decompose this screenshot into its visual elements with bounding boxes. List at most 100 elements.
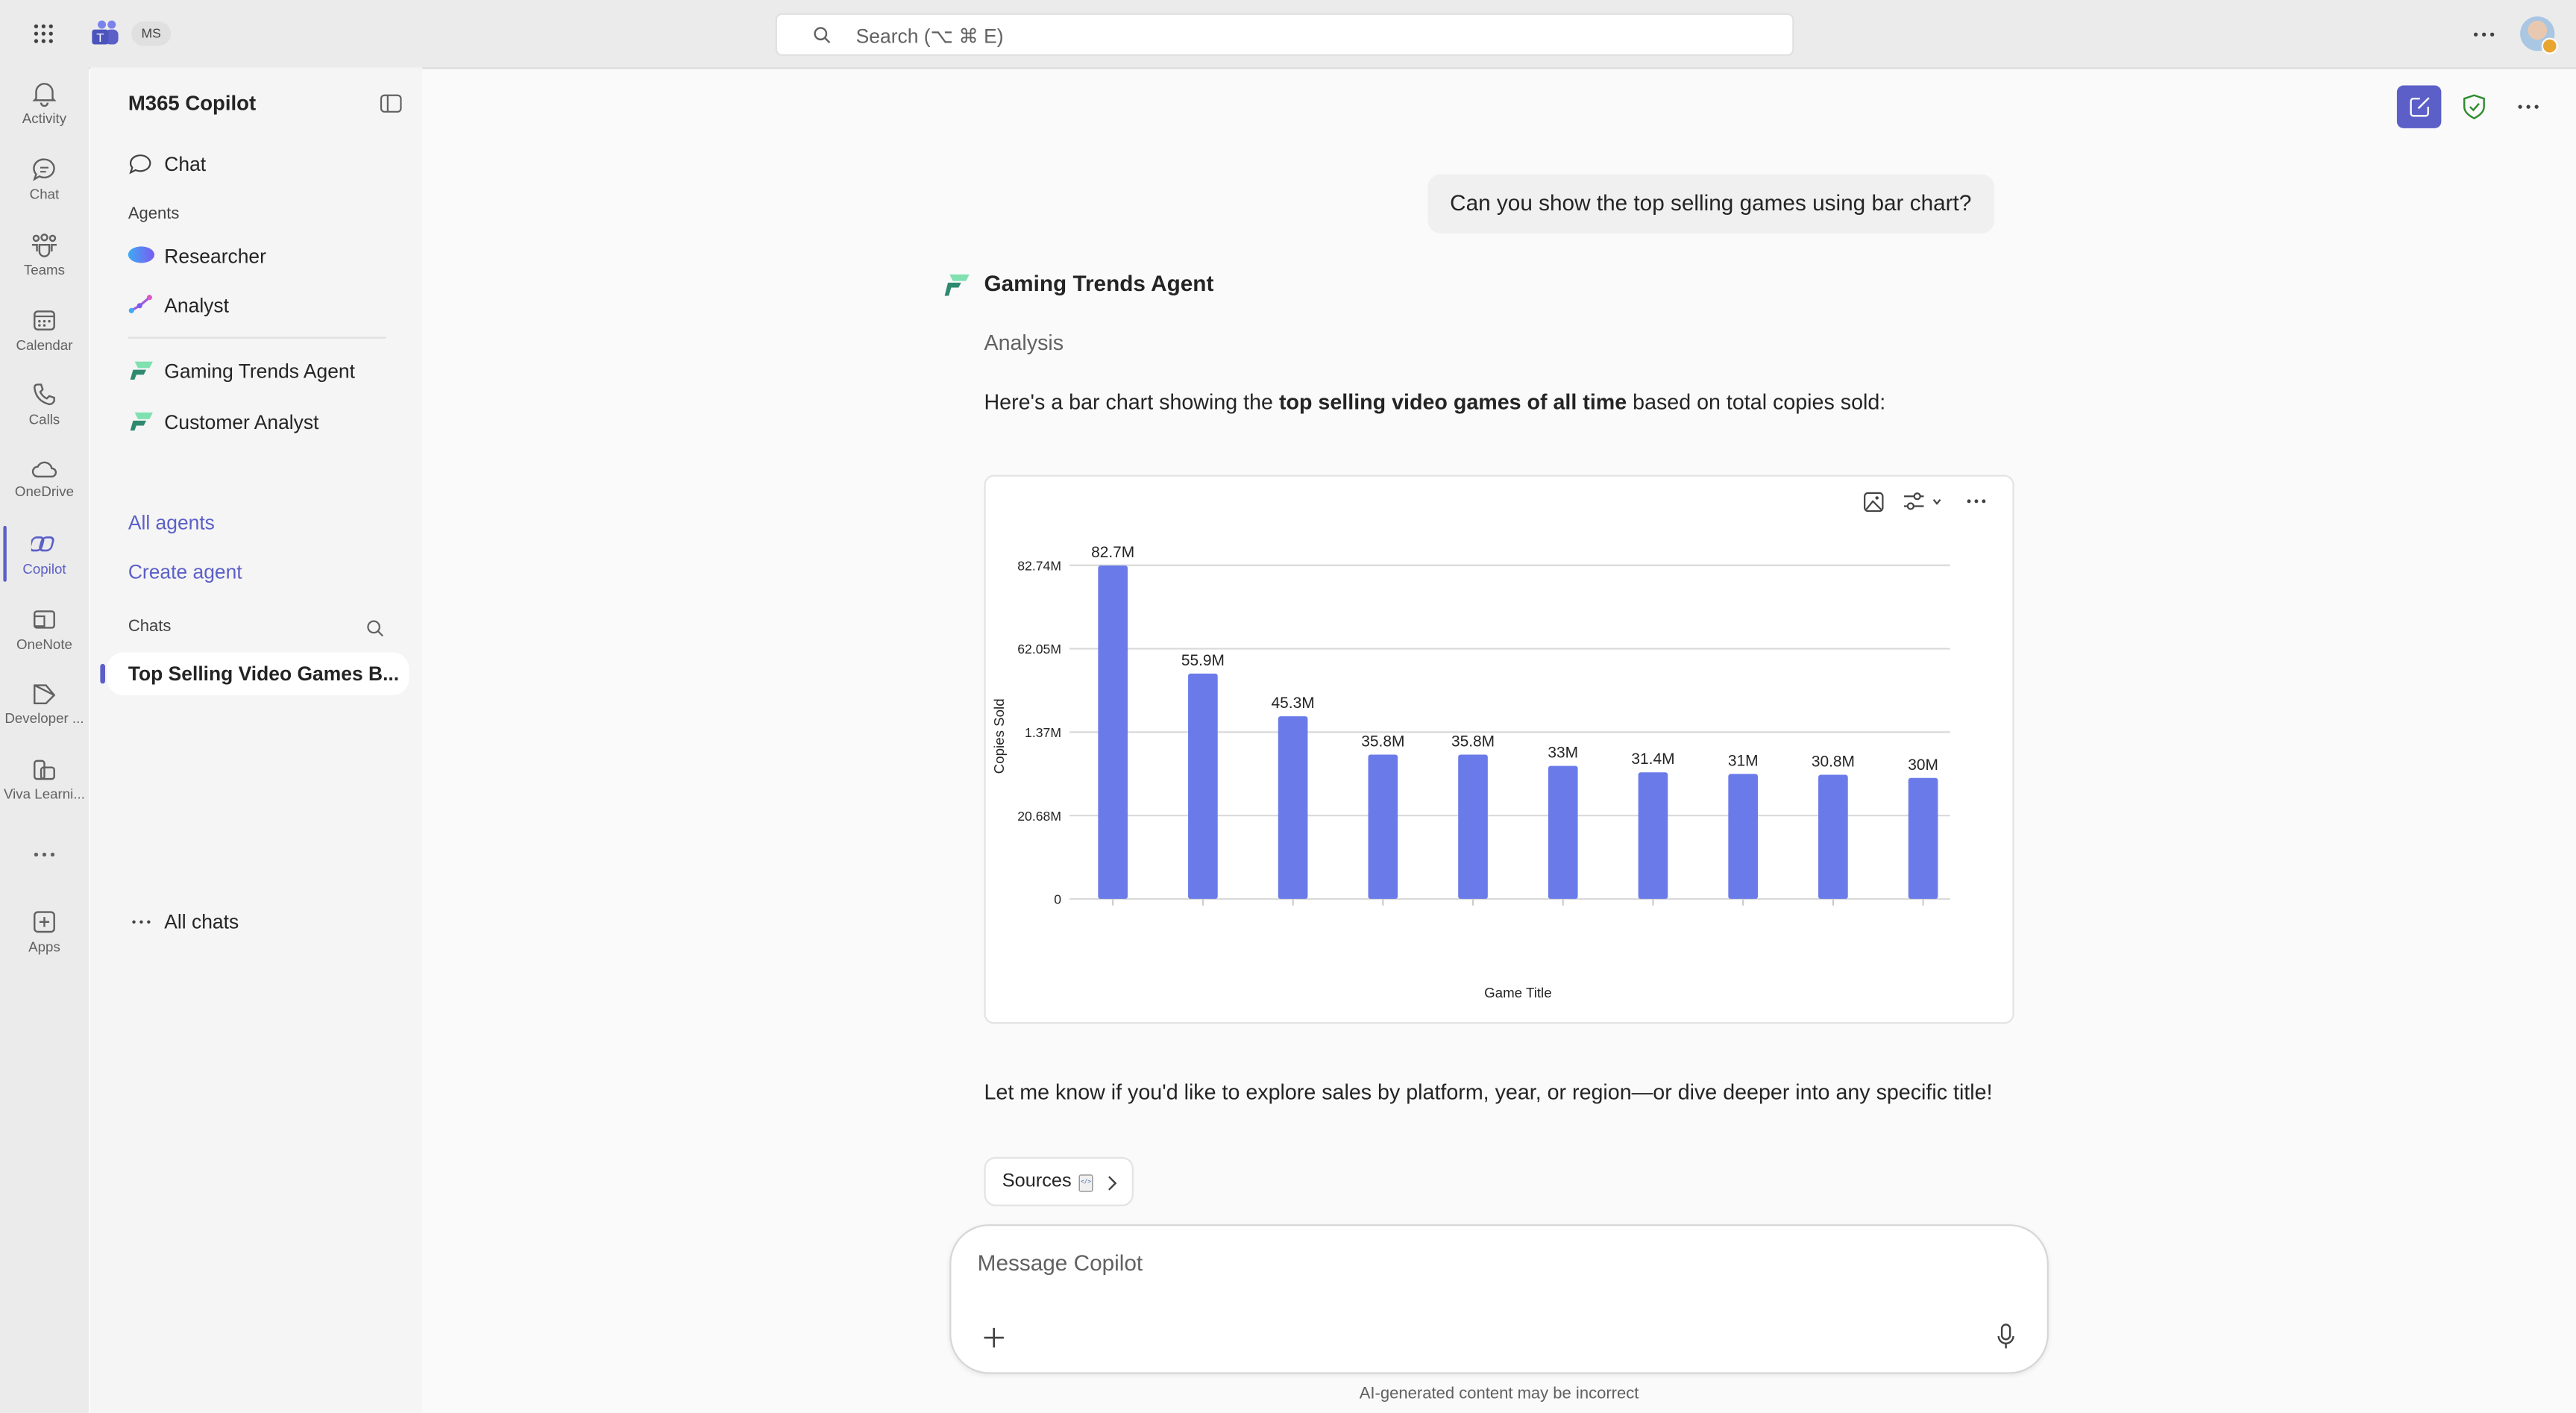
rail-item-onedrive[interactable]: OneDrive — [0, 457, 89, 500]
image-icon[interactable] — [1863, 492, 1885, 513]
rail-item-chat[interactable]: Chat — [0, 156, 89, 202]
avatar[interactable] — [2520, 16, 2558, 54]
more-options-icon[interactable] — [2517, 104, 2540, 110]
all-chats-label: All chats — [164, 910, 239, 934]
sidebar-item-analyst[interactable]: Analyst — [107, 286, 406, 325]
intro-emphasis: top selling video games of all time — [1278, 389, 1627, 415]
data-label: 35.8M — [1451, 733, 1495, 750]
chevron-right-icon — [1108, 1176, 1117, 1191]
y-axis-label: Copies Sold — [991, 698, 1007, 774]
data-label: 31M — [1728, 752, 1759, 769]
phone-icon — [34, 383, 55, 406]
data-label: 30M — [1908, 756, 1938, 774]
copilot-icon — [31, 536, 54, 552]
data-label: 55.9M — [1181, 652, 1225, 669]
learning-icon — [34, 759, 55, 780]
rail-item-teams[interactable]: Teams — [0, 232, 89, 278]
chats-heading: Chats — [128, 618, 172, 636]
y-tick-label: 0 — [1054, 892, 1061, 907]
collapse-sidebar-icon[interactable] — [380, 94, 403, 113]
message-input-placeholder[interactable]: Message Copilot — [977, 1250, 1143, 1276]
agent-logo-icon — [944, 274, 970, 296]
shield-check-icon[interactable] — [2463, 94, 2486, 120]
x-axis-label: Game Title — [1484, 985, 1552, 1000]
sidebar-item-chat[interactable]: Chat — [107, 145, 406, 184]
chart-more-icon[interactable] — [1967, 498, 1986, 504]
rail-label: OneDrive — [14, 483, 75, 500]
cloud-icon — [31, 461, 57, 478]
sources-button[interactable]: Sources </> — [984, 1156, 1134, 1206]
search-placeholder: Search (⌥ ⌘ E) — [855, 25, 1004, 48]
analyst-icon — [128, 295, 152, 313]
user-message: Can you show the top selling games using… — [1427, 174, 1995, 234]
bar — [1278, 716, 1308, 899]
bar — [1908, 777, 1938, 899]
chat-list-item[interactable]: Top Selling Video Games B... — [107, 652, 409, 695]
chart-settings-icon[interactable] — [1903, 489, 1945, 513]
all-chats-button[interactable]: All chats — [107, 902, 406, 942]
chat-icon — [33, 158, 55, 181]
y-tick-label: 62.05M — [1017, 642, 1061, 657]
chat-title: Top Selling Video Games B... — [128, 662, 400, 686]
search-icon — [814, 27, 831, 44]
bell-icon — [32, 83, 57, 107]
sidebar-title: M365 Copilot — [128, 92, 257, 116]
new-chat-button[interactable] — [2396, 85, 2442, 128]
away-status-icon — [2541, 37, 2558, 54]
sidebar-item-customer-analyst[interactable]: Customer Analyst — [107, 403, 406, 442]
org-badge[interactable]: MS — [131, 21, 172, 46]
svg-text:T: T — [96, 31, 104, 45]
y-tick-label: 1.37M — [1025, 725, 1061, 740]
rail-label: Chat — [29, 185, 60, 202]
search-chats-icon[interactable] — [366, 619, 384, 637]
agent-name: Gaming Trends Agent — [984, 271, 1214, 296]
data-label: 30.8M — [1812, 753, 1855, 770]
rail-item-activity[interactable]: Activity — [0, 81, 89, 127]
copilot-sidebar: M365 Copilot Chat Agents Researcher Anal… — [90, 67, 423, 1413]
divider — [128, 336, 386, 339]
message-composer[interactable]: Message Copilot — [949, 1224, 2049, 1374]
rail-item-calls[interactable]: Calls — [0, 381, 89, 427]
active-indicator — [3, 525, 7, 582]
analysis-label[interactable]: Analysis — [984, 330, 1064, 355]
add-icon[interactable] — [982, 1326, 1005, 1350]
rail-label: Calendar — [16, 336, 73, 354]
sidebar-item-gaming-trends-agent[interactable]: Gaming Trends Agent — [107, 351, 406, 391]
svg-text:</>: </> — [1081, 1178, 1091, 1185]
more-apps-icon[interactable] — [33, 851, 56, 858]
rail-label: Viva Learni... — [3, 785, 85, 802]
microphone-icon[interactable] — [1996, 1323, 2015, 1350]
data-label: 45.3M — [1272, 695, 1315, 712]
sidebar-item-label: Analyst — [164, 294, 229, 318]
bar — [1638, 772, 1668, 899]
calendar-icon — [34, 310, 55, 330]
sources-label: Sources — [1002, 1171, 1072, 1192]
add-app-icon — [34, 911, 55, 933]
more-icon — [132, 920, 151, 924]
rail-item-viva-learning[interactable]: Viva Learni... — [0, 756, 89, 802]
y-tick-label: 82.74M — [1017, 558, 1061, 573]
followup-text: Let me know if you'd like to explore sal… — [984, 1080, 1993, 1105]
rail-item-developer[interactable]: Developer ... — [0, 680, 89, 727]
rail-item-copilot[interactable]: Copilot — [0, 531, 89, 577]
agent-logo-icon — [130, 361, 153, 380]
app-launcher-icon[interactable] — [33, 23, 54, 45]
all-agents-link[interactable]: All agents — [128, 511, 215, 534]
create-agent-link[interactable]: Create agent — [128, 560, 242, 583]
rail-item-apps[interactable]: Apps — [0, 909, 89, 955]
chart-card: 0 20.68M 1.37M 62.05M 82.74M 82.7M 55.9M 45.3M 3… — [984, 474, 2014, 1024]
ai-disclaimer: AI-generated content may be incorrect — [1359, 1385, 1639, 1404]
y-tick-label: 20.68M — [1017, 809, 1061, 824]
rail-item-calendar[interactable]: Calendar — [0, 307, 89, 354]
more-icon[interactable] — [2472, 31, 2495, 38]
response-intro: Here's a bar chart showing the top selli… — [984, 389, 1885, 414]
rail-item-onenote[interactable]: OneNote — [0, 607, 89, 653]
bar — [1458, 754, 1488, 899]
sidebar-item-researcher[interactable]: Researcher — [107, 236, 406, 276]
sidebar-item-label: Chat — [164, 152, 207, 176]
rail-label: Copilot — [22, 560, 66, 577]
intro-text: based on total copies sold: — [1627, 389, 1886, 415]
search-input[interactable]: Search (⌥ ⌘ E) — [775, 13, 1794, 56]
selected-chat-indicator — [100, 663, 105, 684]
